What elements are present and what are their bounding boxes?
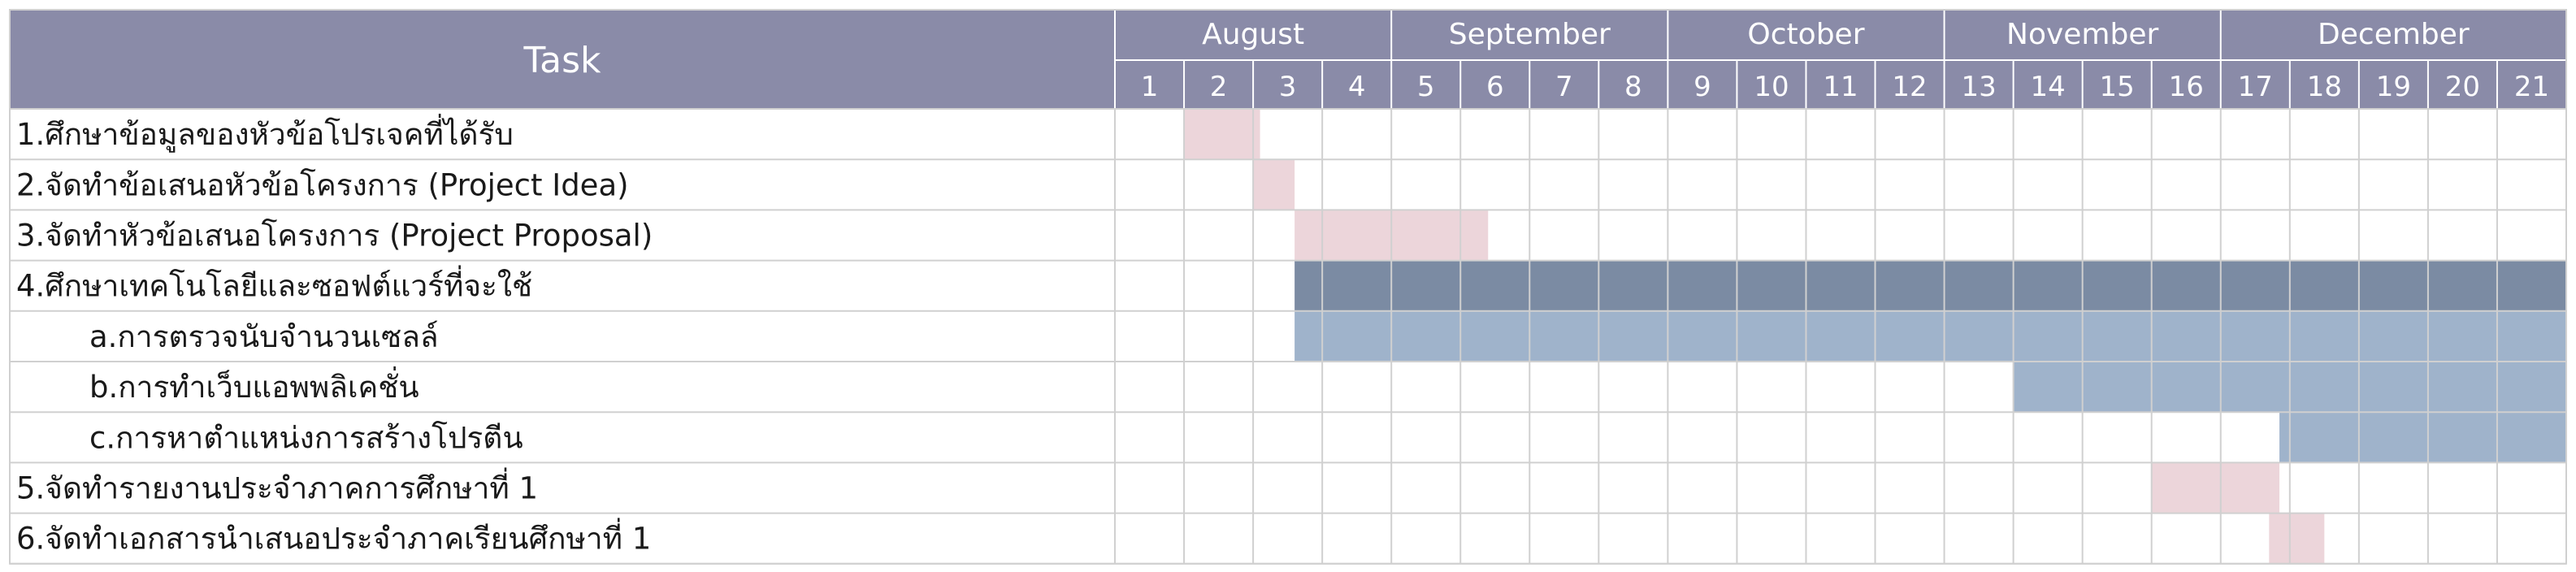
task-bar-1 bbox=[1184, 109, 1260, 160]
week-label-10: 10 bbox=[1754, 71, 1789, 103]
task-bar-2 bbox=[1253, 159, 1295, 210]
labels: 1.ศึกษาข้อมูลของหัวข้อโปรเจคที่ได้รับ 2.จ… bbox=[16, 113, 653, 557]
task-label-1: 1.ศึกษาข้อมูลของหัวข้อโปรเจคที่ได้รับ bbox=[16, 113, 514, 153]
task-bar-9 bbox=[2269, 513, 2325, 564]
week-label-2: 2 bbox=[1210, 71, 1228, 103]
task-label-6: b.การทำเว็บแอพพลิเคชั่น bbox=[89, 366, 419, 405]
task-bar-8 bbox=[2151, 462, 2280, 514]
month-label-december: December bbox=[2318, 18, 2470, 51]
week-label-12: 12 bbox=[1892, 71, 1927, 103]
task-label-9: 6.จัดทำเอกสารนำเสนอประจำภาคเรียนศึกษาที่… bbox=[16, 518, 651, 557]
task-label-7: c.การหาตำแหน่งการสร้างโปรตีน bbox=[89, 420, 523, 455]
week-label-20: 20 bbox=[2445, 71, 2480, 103]
header: Task August September October November Decemb… bbox=[10, 10, 2566, 109]
week-label-21: 21 bbox=[2514, 71, 2549, 103]
week-label-15: 15 bbox=[2100, 71, 2135, 103]
week-label-19: 19 bbox=[2376, 71, 2411, 103]
week-label-1: 1 bbox=[1141, 71, 1159, 103]
week-label-17: 17 bbox=[2238, 71, 2273, 103]
task-label-5: a.การตรวจนับจำนวนเซลล์ bbox=[89, 319, 439, 354]
month-label-november: November bbox=[2006, 18, 2158, 51]
month-label-october: October bbox=[1747, 18, 1864, 51]
week-label-8: 8 bbox=[1624, 71, 1642, 103]
task-label-2: 2.จัดทำข้อเสนอหัวข้อโครงการ (Project Ide… bbox=[16, 167, 629, 202]
task-label-4: 4.ศึกษาเทคโนโลยีและซอฟต์แวร์ที่จะใช้ bbox=[16, 265, 532, 304]
task-label-3: 3.จัดทำหัวข้อเสนอโครงการ (Project Propos… bbox=[16, 219, 653, 254]
week-label-13: 13 bbox=[1961, 71, 1996, 103]
task-bar-7 bbox=[2279, 412, 2566, 463]
week-label-3: 3 bbox=[1279, 71, 1297, 103]
week-label-16: 16 bbox=[2169, 71, 2204, 103]
task-bar-4 bbox=[1295, 260, 2566, 311]
week-label-6: 6 bbox=[1486, 71, 1504, 103]
week-label-14: 14 bbox=[2031, 71, 2066, 103]
week-label-11: 11 bbox=[1823, 71, 1858, 103]
grid bbox=[9, 9, 2567, 565]
task-label-8: 5.จัดทำรายงานประจำภาคการศึกษาที่ 1 bbox=[16, 467, 538, 506]
week-label-18: 18 bbox=[2307, 71, 2342, 103]
month-label-september: September bbox=[1449, 18, 1611, 51]
task-bar-5 bbox=[1295, 310, 2566, 362]
week-label-5: 5 bbox=[1417, 71, 1435, 103]
week-label-4: 4 bbox=[1348, 71, 1366, 103]
task-header-label: Task bbox=[523, 40, 601, 81]
week-label-7: 7 bbox=[1555, 71, 1573, 103]
week-label-9: 9 bbox=[1693, 71, 1711, 103]
month-label-august: August bbox=[1202, 18, 1304, 51]
table-border bbox=[9, 9, 2567, 565]
